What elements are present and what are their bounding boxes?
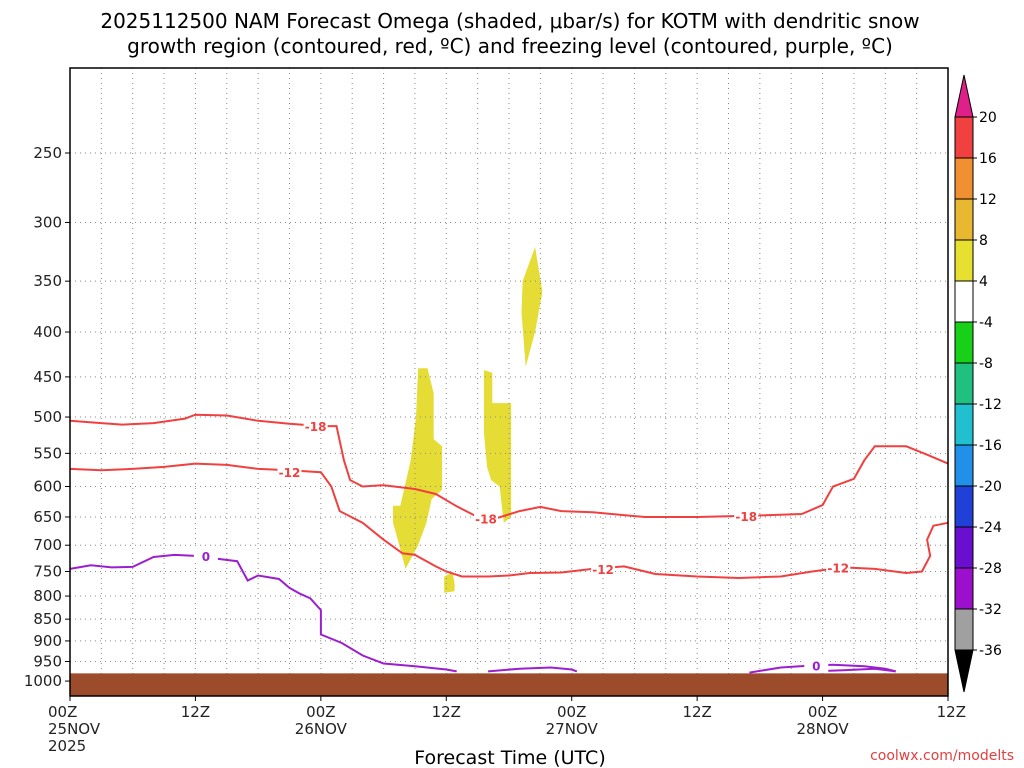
colorbar-label-11: 12 — [979, 192, 997, 208]
colorbar-label-7: -8 — [979, 356, 993, 372]
dgz-contour-m12 — [69, 462, 949, 580]
colorbar-over-arrow — [954, 74, 974, 118]
x-tick-year-0: 2025 — [48, 737, 86, 755]
y-tick-label-900: 900 — [33, 632, 62, 650]
colorbar-box-0 — [954, 608, 974, 651]
omega-region-3 — [483, 370, 512, 523]
dgz-label-m12-1: -12 — [279, 466, 301, 480]
x-tick-date-4: 27NOV — [546, 720, 599, 738]
freezing-label-2-bg — [804, 657, 829, 673]
colorbar-box-1 — [954, 567, 974, 610]
y-tick-label-450: 450 — [33, 368, 62, 386]
colorbar-label-2: -28 — [979, 561, 1002, 577]
x-tick-label-3: 12Z — [432, 703, 461, 721]
y-tick-label-650: 650 — [33, 508, 62, 526]
x-tick-label-4: 00Z — [557, 703, 586, 721]
dgz-label-m12-2-bg — [591, 560, 616, 576]
colorbar-box-10 — [954, 198, 974, 241]
dgz-label-m12-1-bg — [277, 464, 302, 480]
colorbar-label-8: -4 — [979, 315, 993, 331]
colorbar-label-13: 20 — [979, 110, 997, 126]
x-tick-date-0: 25NOV — [48, 720, 101, 738]
colorbar-label-4: -20 — [979, 479, 1002, 495]
x-axis-label: Forecast Time (UTC) — [414, 747, 605, 768]
omega-region-4 — [521, 247, 543, 367]
colorbar-label-5: -16 — [979, 438, 1002, 454]
x-tick-label-2: 00Z — [306, 703, 335, 721]
dgz-label-m18-3: -18 — [735, 510, 757, 524]
colorbar-box-7 — [954, 321, 974, 364]
colorbar-label-10: 8 — [979, 233, 988, 249]
colorbar-label-3: -24 — [979, 520, 1002, 536]
colorbar-under-arrow — [954, 649, 974, 693]
x-tick-label-1: 12Z — [181, 703, 210, 721]
y-tick-label-400: 400 — [33, 323, 62, 341]
y-tick-label-550: 550 — [33, 444, 62, 462]
colorbar-box-9 — [954, 239, 974, 282]
colorbar-label-0: -36 — [979, 643, 1002, 659]
axes: 250 300 350 400 450 500 550 600 650 700 750 800 850 9… — [24, 67, 966, 755]
freezing-level-segment-2 — [749, 663, 896, 674]
x-tick-date-2: 26NOV — [295, 720, 348, 738]
x-tick-label-0: 00Z — [48, 703, 77, 721]
x-tick-date-6: 28NOV — [797, 720, 850, 738]
plot-frame — [69, 67, 949, 697]
y-tick-label-700: 700 — [33, 536, 62, 554]
dgz-label-m18-3-bg — [734, 507, 759, 523]
freezing-label-1: 0 — [202, 550, 210, 564]
plot-area: -18 -18 -18 -12 -12 -12 0 0 — [69, 68, 949, 696]
colorbar-box-4 — [954, 444, 974, 487]
freezing-label-2: 0 — [812, 660, 820, 674]
dgz-label-m18-1: -18 — [305, 420, 327, 434]
dgz-label-m18-2: -18 — [475, 513, 497, 527]
y-tick-label-1000: 1000 — [24, 672, 62, 690]
colorbar-box-8 — [954, 280, 974, 323]
dgz-label-m12-2: -12 — [592, 563, 614, 577]
colorbar-label-6: -12 — [979, 397, 1002, 413]
colorbar-box-12 — [954, 116, 974, 159]
plot-background — [70, 68, 948, 696]
colorbar-box-5 — [954, 403, 974, 446]
y-tick-label-250: 250 — [33, 144, 62, 162]
x-tick-label-5: 12Z — [682, 703, 711, 721]
colorbar-box-2 — [954, 526, 974, 569]
colorbar-box-3 — [954, 485, 974, 528]
y-tick-label-750: 750 — [33, 562, 62, 580]
colorbar-label-12: 16 — [979, 151, 997, 167]
omega-region-2 — [444, 572, 455, 593]
y-tick-label-800: 800 — [33, 587, 62, 605]
dgz-label-m12-3: -12 — [827, 561, 849, 575]
colorbar: -36 -32 -28 -24 -20 -16 -12 -8 -4 4 8 12 16 20 — [954, 74, 1002, 693]
y-tick-label-850: 850 — [33, 610, 62, 628]
y-tick-label-500: 500 — [33, 408, 62, 426]
x-tick-label-6: 00Z — [808, 703, 837, 721]
credit-link[interactable]: coolwx.com/modelts — [870, 748, 1014, 764]
chart-title-line1: 2025112500 NAM Forecast Omega (shaded, μ… — [100, 9, 919, 33]
chart-title-line2: growth region (contoured, red, ºC) and f… — [127, 34, 893, 58]
x-tick-label-7: 12Z — [937, 703, 966, 721]
y-tick-label-600: 600 — [33, 477, 62, 495]
freezing-label-1-bg — [193, 547, 218, 563]
colorbar-box-6 — [954, 362, 974, 405]
colorbar-label-1: -32 — [979, 602, 1002, 618]
dgz-label-m18-2-bg — [474, 510, 499, 526]
colorbar-label-9: 4 — [979, 274, 988, 290]
y-tick-label-950: 950 — [33, 653, 62, 671]
dgz-label-m12-3-bg — [826, 559, 851, 575]
dgz-label-m18-1-bg — [303, 418, 328, 434]
freezing-level-contour — [69, 553, 457, 673]
y-tick-label-300: 300 — [33, 213, 62, 231]
freezing-level-segment-1 — [488, 666, 578, 673]
y-tick-label-350: 350 — [33, 272, 62, 290]
ground-surface — [70, 673, 948, 696]
omega-region-1 — [393, 368, 443, 569]
colorbar-box-11 — [954, 157, 974, 200]
dgz-contour-m18 — [69, 413, 949, 519]
